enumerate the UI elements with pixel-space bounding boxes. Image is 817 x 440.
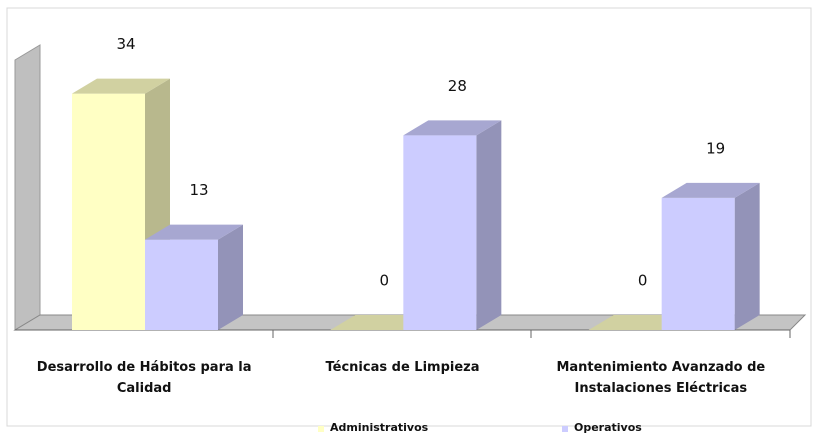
bar — [661, 197, 735, 330]
bar-top — [403, 120, 502, 136]
legend-swatch — [318, 426, 324, 432]
data-label: 28 — [448, 77, 467, 95]
data-label: 0 — [380, 272, 390, 290]
legend-label: Administrativos — [330, 421, 429, 434]
bar-side — [218, 224, 243, 330]
bar — [72, 93, 145, 330]
data-label: 34 — [116, 35, 135, 53]
x-tick-label: Mantenimiento Avanzado de Instalaciones … — [556, 360, 766, 396]
x-tick-label: Desarrollo de Hábitos para la Calidad — [36, 360, 252, 396]
bar-top — [661, 182, 760, 198]
bar-side — [734, 182, 760, 330]
bar-side — [476, 120, 502, 330]
data-label: 13 — [189, 181, 208, 199]
legend-label: Operativos — [574, 421, 642, 434]
bar — [145, 239, 218, 330]
bar — [403, 135, 477, 330]
x-tick-label: Técnicas de Limpieza — [325, 360, 480, 375]
chart-frame — [6, 7, 812, 427]
back-wall — [14, 44, 41, 331]
data-label: 0 — [638, 272, 648, 290]
bar-top — [145, 224, 243, 240]
data-label: 19 — [706, 139, 725, 157]
legend-swatch — [562, 426, 568, 432]
bar-top — [72, 78, 170, 94]
